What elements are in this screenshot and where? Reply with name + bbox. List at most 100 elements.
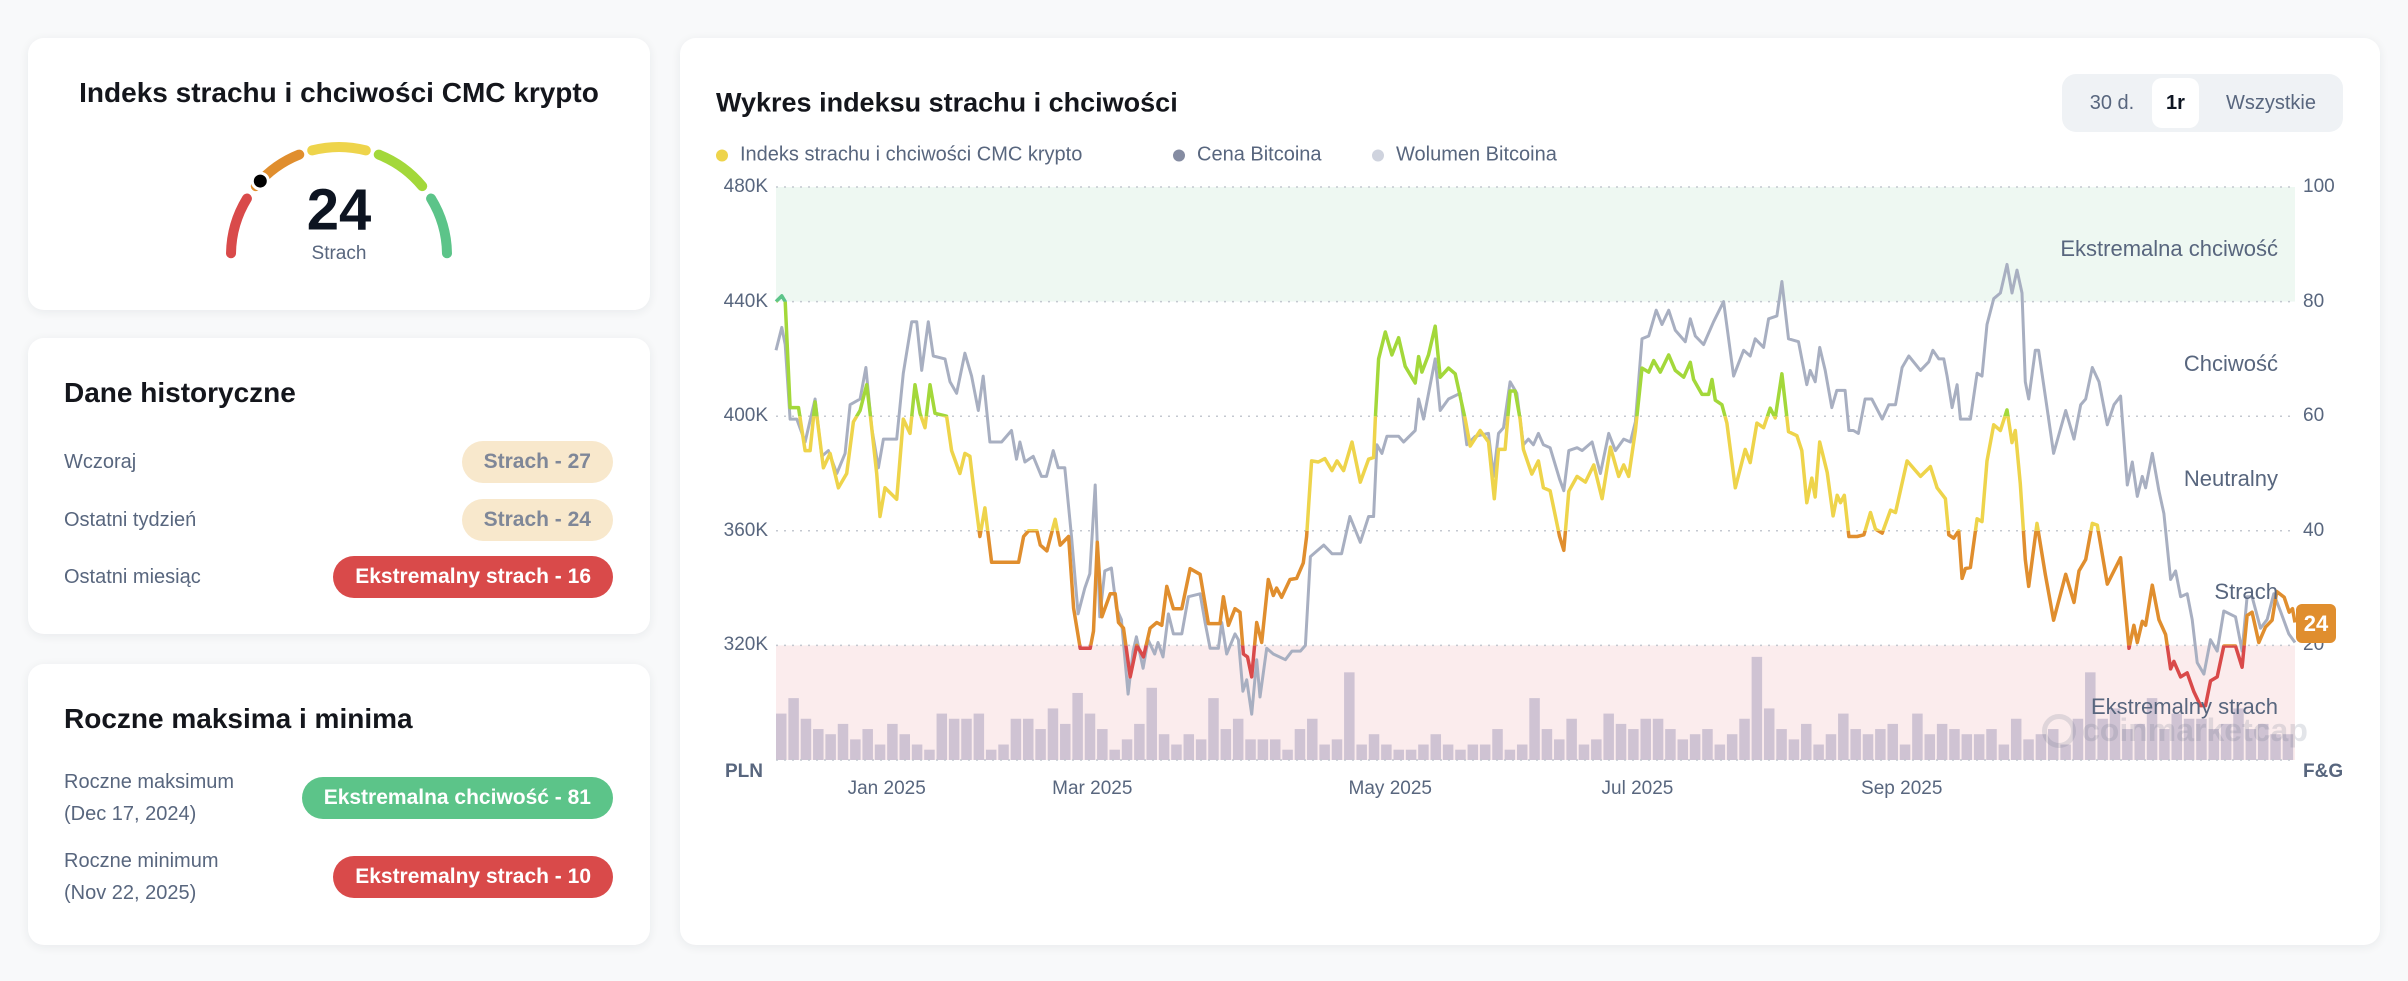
volume-bar: [1331, 739, 1343, 760]
legend-fear-greed[interactable]: Indeks strachu i chciwości CMC krypto: [716, 144, 1082, 167]
volume-bar: [1554, 739, 1565, 760]
volume-bar: [1850, 729, 1861, 760]
yearly-min-date: (Nov 22, 2025): [64, 882, 197, 904]
volume-bar: [1726, 734, 1738, 760]
volume-bar: [973, 713, 985, 760]
volume-bar: [800, 718, 812, 760]
y-right-tick: 100: [2303, 176, 2335, 197]
volume-bar: [1245, 739, 1256, 760]
chart-title: Wykres indeksu strachu i chciwości: [716, 87, 1178, 118]
volume-bar: [1788, 739, 1800, 760]
btc-price-line: [774, 262, 2297, 716]
fear-greed-line-extreme-greed: [774, 294, 787, 302]
fear-greed-line-fear: [977, 530, 2297, 646]
x-tick-label: Mar 2025: [1052, 778, 1133, 799]
volume-bar: [2072, 718, 2084, 760]
gauge-sentiment-label: Strach: [311, 243, 367, 264]
volume-bar: [1220, 729, 1232, 760]
volume-bar: [1208, 698, 1219, 760]
legend-btc-price[interactable]: Cena Bitcoina: [1173, 144, 1322, 167]
x-tick-label: Sep 2025: [1861, 778, 1943, 799]
y-left-tick: 440K: [723, 291, 768, 312]
range-1y-button[interactable]: 1r: [2152, 78, 2199, 128]
y-left-tick: 360K: [723, 520, 768, 541]
y-left-tick: 320K: [723, 634, 768, 655]
volume-bar: [2048, 729, 2059, 760]
volume-bar: [2257, 723, 2269, 760]
x-tick-label: Jul 2025: [1601, 778, 1674, 799]
x-tick-label: May 2025: [1348, 778, 1432, 799]
gauge-segment-greed: [373, 149, 428, 192]
volume-bar: [2270, 734, 2281, 760]
gauge-needle-dot: [250, 171, 270, 191]
volume-bar: [1591, 739, 1602, 760]
volume-bar: [1689, 734, 1701, 760]
volume-bar: [1541, 729, 1553, 760]
volume-bar: [1097, 729, 1108, 760]
volume-bar: [1393, 749, 1404, 760]
volume-bar: [850, 739, 861, 760]
volume-bar: [1986, 729, 1997, 760]
volume-bar: [887, 723, 898, 760]
volume-bar: [837, 723, 849, 760]
hist-row-label-last-month: Ostatni miesiąc: [64, 566, 201, 588]
yearly-max-date: (Dec 17, 2024): [64, 803, 197, 825]
volume-bar: [1418, 744, 1429, 760]
volume-bar: [948, 718, 960, 760]
legend-btc-volume[interactable]: Wolumen Bitcoina: [1372, 144, 1557, 167]
volume-bar: [1603, 713, 1614, 760]
volume-bar: [1269, 739, 1281, 760]
zone-label-greed: Chciwość: [2183, 351, 2278, 376]
range-all-button[interactable]: Wszystkie: [2226, 92, 2316, 114]
volume-bar: [2233, 708, 2244, 760]
y-left-tick: 480K: [723, 176, 768, 197]
gauge-value: 24: [306, 177, 372, 243]
volume-bar: [2060, 744, 2071, 760]
y-left-tick: 400K: [723, 405, 768, 426]
volume-bar: [1578, 744, 1590, 760]
volume-bar: [2146, 698, 2158, 760]
hist-badge-yesterday: Strach - 27: [461, 441, 613, 483]
yearly-min-label: Roczne minimum: [64, 850, 219, 872]
volume-bar: [911, 744, 923, 760]
volume-bar: [1961, 734, 1973, 760]
hist-row-label-yesterday: Wczoraj: [64, 451, 137, 473]
hist-row-label-last-week: Ostatni tydzień: [64, 509, 197, 531]
fear-greed-line-neutral: [798, 416, 2101, 531]
volume-bar: [1381, 744, 1392, 760]
volume-bar: [1022, 718, 1034, 760]
volume-bar: [1010, 718, 1022, 760]
volume-bar: [1405, 749, 1417, 760]
y-right-tick: 40: [2303, 520, 2325, 541]
gauge-segment-extreme-fear: [226, 193, 252, 259]
volume-bar: [1504, 749, 1516, 760]
volume-bar: [1912, 713, 1923, 760]
yearly-title: Roczne maksima i minima: [64, 703, 413, 734]
volume-bar: [1529, 698, 1540, 760]
volume-bar: [1183, 734, 1195, 760]
volume-bar: [1492, 729, 1503, 760]
volume-bar: [2097, 718, 2108, 760]
volume-bar: [1146, 687, 1157, 760]
volume-bar: [1949, 729, 1960, 760]
volume-bar: [1875, 729, 1886, 760]
volume-bar: [1344, 672, 1355, 760]
fear-greed-gauge: [226, 142, 452, 259]
volume-bar: [1232, 718, 1244, 760]
volume-bar: [1899, 744, 1911, 760]
volume-bar: [1430, 734, 1442, 760]
volume-bar: [1801, 723, 1812, 760]
volume-bar: [899, 734, 910, 760]
yearly-max-badge: Ekstremalna chciwość - 81: [301, 777, 613, 819]
yearly-max-label: Roczne maksimum: [64, 771, 235, 793]
volume-bar: [961, 718, 972, 760]
chart-plot-area[interactable]: [774, 186, 2297, 761]
fear-greed-line-extreme-fear: [1077, 645, 2246, 708]
historical-title: Dane historyczne: [64, 377, 296, 408]
range-30d-button[interactable]: 30 d.: [2089, 92, 2135, 114]
x-tick-label: Jan 2025: [847, 778, 926, 799]
legend-label: Cena Bitcoina: [1197, 143, 1322, 166]
time-range-toggle: 30 d. 1r Wszystkie: [2062, 74, 2343, 132]
yearly-high-low-card: Roczne maksima i minima Roczne maksimum …: [28, 664, 650, 945]
legend-label: Wolumen Bitcoina: [1396, 143, 1557, 166]
